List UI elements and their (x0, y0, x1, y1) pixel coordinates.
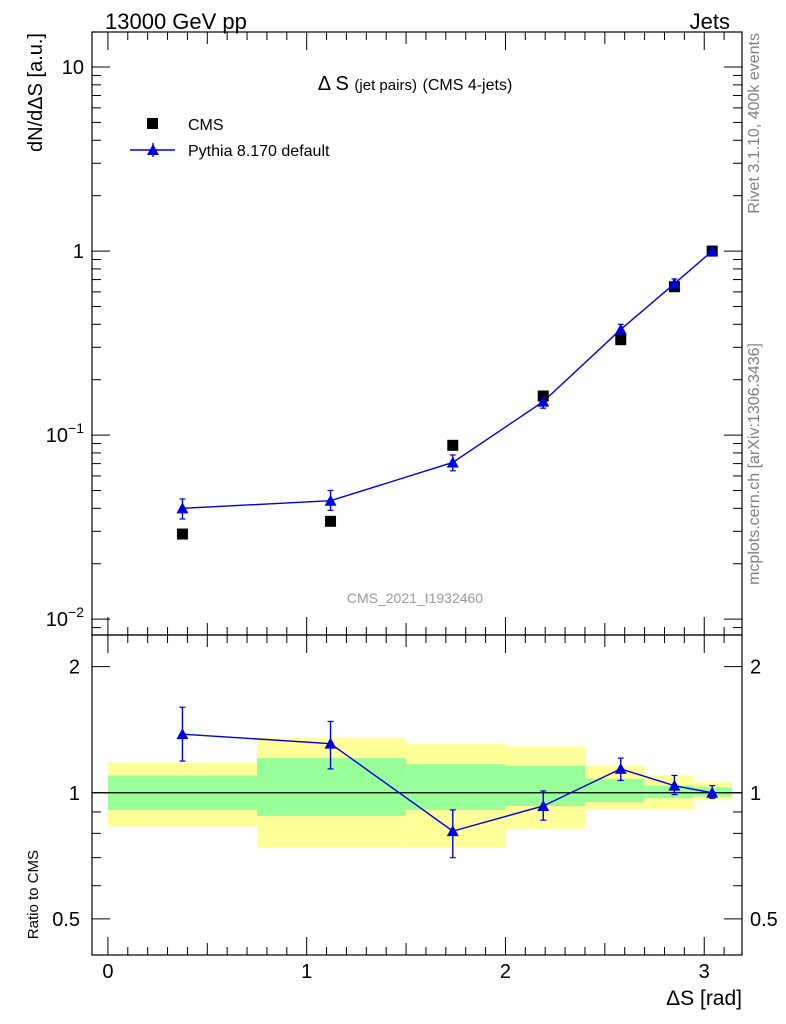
ratio-point-5 (668, 779, 681, 791)
ratio-y-tick-label-1: 1 (69, 783, 80, 805)
mc-point-1 (324, 494, 337, 506)
ratio-point-6 (706, 786, 719, 798)
legend-pythia-label: Pythia 8.170 default (188, 143, 330, 160)
ratio-y-tick-label-2: 2 (69, 657, 80, 679)
ratio-y-tick-label-right-2: 2 (750, 657, 761, 679)
legend: CMS Pythia 8.170 default (130, 117, 330, 160)
ratio-point-1 (324, 737, 337, 749)
cms-point-4 (615, 334, 627, 346)
ratio-point-2 (446, 825, 459, 837)
mc-point-4 (614, 323, 627, 335)
mc-point-2 (446, 456, 459, 468)
ratio-point-3 (537, 799, 550, 811)
header-right: Jets (690, 9, 730, 34)
x-tick-label-2: 2 (500, 961, 511, 983)
x-axis-title: ΔS [rad] (666, 987, 742, 1010)
ratio-point-0 (176, 728, 189, 740)
y-tick-label-0: 10 (62, 57, 84, 79)
y-axis-title: dN/dΔS [a.u.] (25, 33, 47, 152)
ratio-y-tick-label-right-1: 1 (750, 783, 761, 805)
mc-point-6 (706, 245, 719, 257)
ratio-band-inner-3 (505, 765, 585, 806)
y-tick-label-1: 1 (73, 241, 84, 263)
main-panel-data (176, 245, 719, 540)
cms-point-0 (176, 528, 188, 540)
y-tick-label-2: 10−1 (46, 420, 84, 447)
legend-cms-marker (147, 118, 158, 129)
ratio-y-tick-label-0: 0.5 (52, 909, 80, 931)
x-tick-label-3: 3 (699, 961, 710, 983)
cms-point-1 (325, 515, 337, 527)
watermark: CMS_2021_I1932460 (347, 590, 483, 606)
ratio-band-inner-4 (584, 778, 645, 803)
x-tick-label-1: 1 (301, 961, 312, 983)
x-tick-label-0: 0 (102, 961, 113, 983)
legend-cms-label: CMS (188, 117, 224, 134)
ratio-panel-frame (91, 634, 743, 956)
mc-point-3 (537, 395, 550, 407)
cms-point-2 (447, 439, 459, 451)
mc-point-0 (176, 502, 189, 514)
ratio-axis-title: Ratio to CMS (25, 850, 42, 939)
ratio-bands (92, 738, 742, 848)
ratio-panel-data (176, 706, 719, 859)
ratio-band-inner-5 (644, 785, 695, 799)
axes: 10 1 10−1 10−2 0.5 0.5 1 1 2 2 0 1 2 3 (46, 32, 778, 983)
mc-point-5 (668, 277, 681, 289)
y-tick-label-3: 10−2 (46, 604, 84, 631)
ratio-point-4 (614, 762, 627, 774)
rivet-label: Rivet 3.1.10, 400k events (746, 33, 763, 214)
mcplots-label: mcplots.cern.ch [arXiv:1306.3436] (746, 343, 763, 585)
ratio-band-inner-1 (256, 758, 407, 817)
plot-title: Δ S (jet pairs) (CMS 4-jets) (318, 73, 513, 95)
ratio-band-inner-2 (406, 764, 506, 810)
mc-line (182, 250, 713, 510)
legend-pythia-marker (147, 144, 159, 155)
ratio-y-tick-label-right-0: 0.5 (750, 909, 778, 931)
header-left: 13000 GeV pp (105, 9, 247, 34)
